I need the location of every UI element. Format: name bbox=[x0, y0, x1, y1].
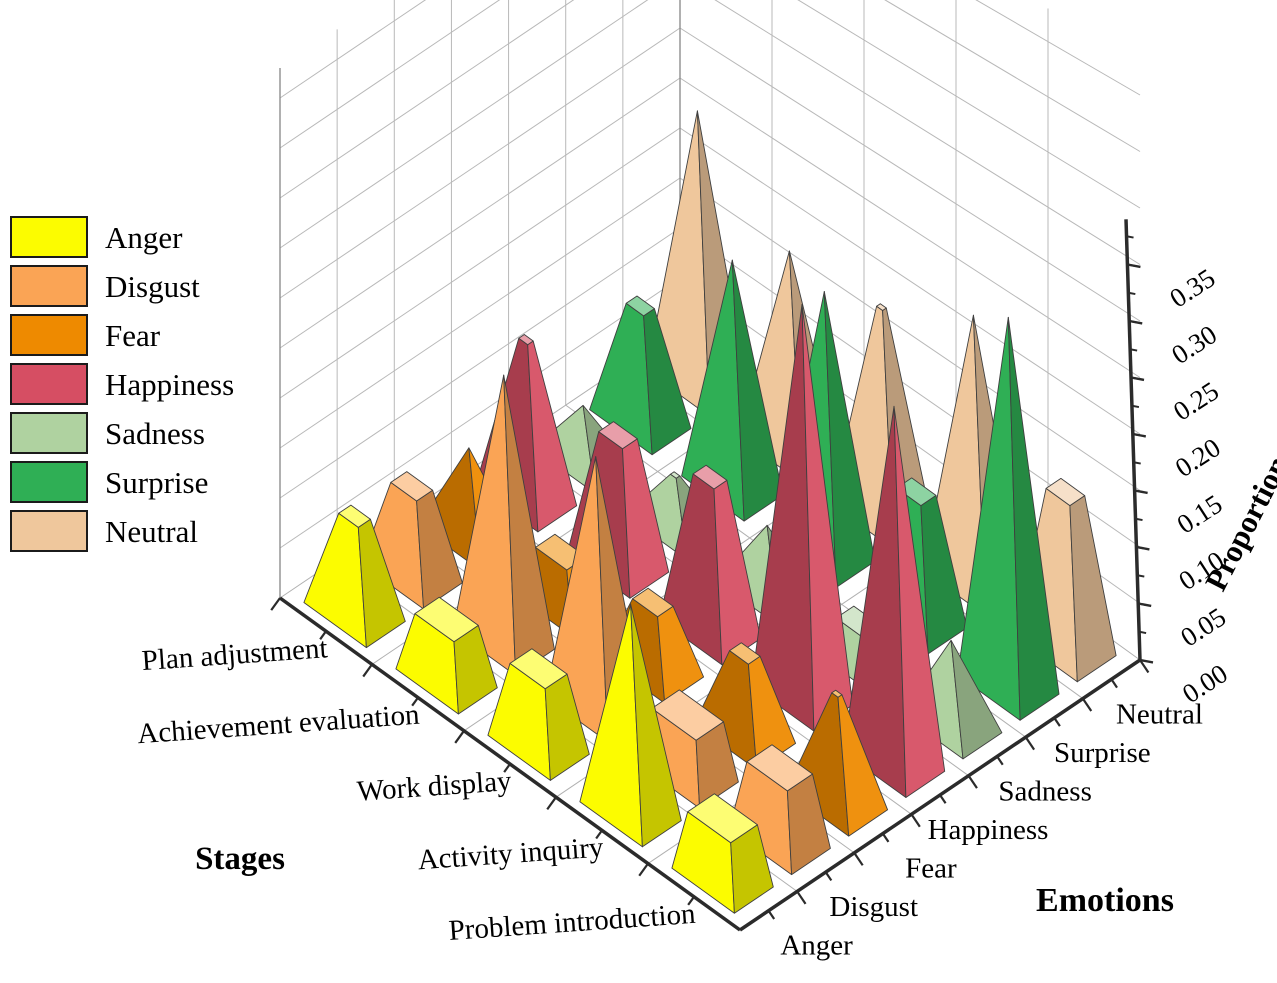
legend-swatch-surprise bbox=[10, 461, 88, 503]
legend-item-sadness: Sadness bbox=[10, 412, 234, 454]
bar-achievement-evaluation-happiness-top-face bbox=[598, 421, 638, 450]
bar-problem-introduction-neutral-right-face bbox=[1069, 495, 1117, 683]
bar-activity-inquiry-disgust-top-face bbox=[651, 689, 724, 741]
bar-problem-introduction-neutral-top-face bbox=[1045, 477, 1086, 507]
legend-label-fear: Fear bbox=[105, 317, 161, 353]
stage-label-1: Problem introduction bbox=[448, 898, 697, 947]
legend-label-disgust: Disgust bbox=[105, 268, 200, 304]
bar-plan-adjustment-surprise-top-face bbox=[625, 295, 655, 317]
legend-label-neutral: Neutral bbox=[105, 513, 198, 549]
bar-work-display-surprise-right-face bbox=[823, 291, 876, 588]
legend-item-surprise: Surprise bbox=[10, 461, 234, 503]
emotions-axis-title: Emotions bbox=[1036, 882, 1174, 919]
emotion-label-4: Happiness bbox=[928, 814, 1049, 846]
bars bbox=[303, 110, 1117, 914]
z-tick-label-0.35: 0.35 bbox=[1164, 263, 1220, 314]
emotion-label-1: Anger bbox=[780, 930, 853, 962]
bar-achievement-evaluation-anger-top-face bbox=[414, 596, 479, 643]
legend-label-anger: Anger bbox=[105, 219, 183, 255]
bar-work-display-neutral-top-face bbox=[876, 303, 887, 311]
emotion-label-7: Neutral bbox=[1116, 698, 1203, 730]
bar-problem-introduction-happiness-right-face bbox=[893, 405, 946, 798]
bar-plan-adjustment-anger-top-face bbox=[338, 504, 371, 528]
stages-axis-title: Stages bbox=[195, 841, 285, 877]
z-tick-label-0.30: 0.30 bbox=[1166, 319, 1222, 370]
z-tick-label-0.15: 0.15 bbox=[1172, 489, 1228, 540]
legend-item-fear: Fear bbox=[10, 314, 234, 356]
bar-work-display-happiness-top-face bbox=[692, 464, 728, 490]
bar-work-display-fear-top-face bbox=[632, 587, 674, 618]
bar-problem-introduction-sadness-right-face bbox=[950, 639, 1003, 760]
z-tick-label-0.25: 0.25 bbox=[1168, 376, 1224, 427]
bar-activity-inquiry-fear-top-face bbox=[729, 642, 761, 665]
legend-item-happiness: Happiness bbox=[10, 363, 234, 405]
legend-item-neutral: Neutral bbox=[10, 510, 234, 552]
legend: Anger Disgust Fear Happiness Sadness Sur… bbox=[10, 216, 234, 552]
bar-achievement-evaluation-sadness-top-face bbox=[670, 471, 681, 479]
stage-label-3: Work display bbox=[356, 765, 513, 808]
legend-swatch-anger bbox=[10, 216, 88, 258]
z-tick-label-0.20: 0.20 bbox=[1170, 432, 1226, 483]
legend-swatch-disgust bbox=[10, 265, 88, 307]
legend-label-surprise: Surprise bbox=[105, 464, 209, 500]
emotion-label-6: Surprise bbox=[1054, 737, 1151, 769]
bar-plan-adjustment-disgust-top-face bbox=[390, 471, 434, 502]
stage-label-5: Plan adjustment bbox=[141, 632, 329, 677]
bar-problem-introduction-anger-top-face bbox=[687, 793, 758, 844]
z-tick-label-0.05: 0.05 bbox=[1175, 602, 1231, 653]
bar-problem-introduction-surprise-right-face bbox=[1007, 316, 1060, 721]
stage-label-4: Achievement evaluation bbox=[136, 699, 421, 751]
emotions-axis-labels: Anger Disgust Fear Happiness Sadness Surprise… bbox=[767, 659, 1203, 962]
stage-label-2: Activity inquiry bbox=[417, 831, 605, 876]
legend-item-disgust: Disgust bbox=[10, 265, 234, 307]
bar-work-display-anger-top-face bbox=[509, 648, 568, 690]
legend-label-happiness: Happiness bbox=[105, 366, 235, 402]
bar-achievement-evaluation-surprise-right-face bbox=[731, 259, 784, 522]
legend-swatch-happiness bbox=[10, 363, 88, 405]
emotion-label-2: Disgust bbox=[829, 891, 918, 923]
legend-label-sadness: Sadness bbox=[105, 415, 205, 451]
legend-swatch-sadness bbox=[10, 412, 88, 454]
legend-swatch-neutral bbox=[10, 510, 88, 552]
bar-plan-adjustment-anger-left-face bbox=[303, 512, 367, 649]
legend-item-anger: Anger bbox=[10, 216, 234, 258]
bar-problem-introduction-fear-top-face bbox=[831, 689, 843, 698]
bar-activity-inquiry-anger-right-face bbox=[630, 603, 682, 848]
emotion-label-5: Sadness bbox=[998, 775, 1091, 807]
bar-problem-introduction-disgust-top-face bbox=[746, 744, 813, 792]
z-axis: 0.000.050.100.150.200.250.300.35Proporti… bbox=[1124, 219, 1277, 709]
bar-plan-adjustment-happiness-top-face bbox=[518, 334, 534, 346]
emotion-label-3: Fear bbox=[905, 853, 957, 885]
legend-swatch-fear bbox=[10, 314, 88, 356]
